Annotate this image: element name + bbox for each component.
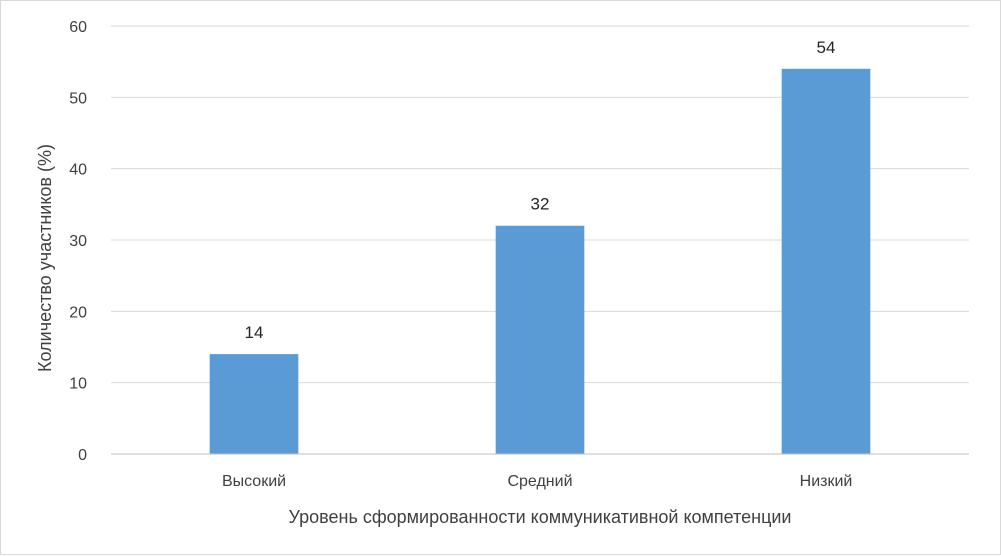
y-tick-label: 10	[69, 376, 87, 393]
data-labels: 14 32 54	[245, 38, 836, 342]
y-axis-tick-labels: 0 10 20 30 40 50 60	[69, 19, 87, 464]
y-tick-label: 30	[69, 233, 87, 250]
x-axis-tick-labels: Высокий Средний Низкий	[222, 473, 852, 490]
x-axis-title: Уровень сформированности коммуникативной…	[288, 507, 791, 527]
y-tick-label: 50	[69, 90, 87, 107]
bars	[209, 68, 871, 455]
x-tick-label-3: Низкий	[800, 473, 853, 490]
data-label-2: 32	[531, 195, 550, 214]
y-tick-label: 60	[69, 19, 87, 36]
y-axis-title: Количество участников (%)	[35, 144, 55, 372]
y-tick-label: 20	[69, 304, 87, 321]
x-tick-label-2: Средний	[507, 473, 572, 490]
x-tick-label-1: Высокий	[222, 473, 286, 490]
bar-2	[495, 225, 585, 454]
data-label-1: 14	[245, 323, 264, 342]
bar-3	[781, 68, 871, 455]
y-tick-label: 0	[78, 447, 87, 464]
data-label-3: 54	[817, 38, 836, 57]
y-tick-label: 40	[69, 162, 87, 179]
bar-1	[209, 354, 299, 454]
